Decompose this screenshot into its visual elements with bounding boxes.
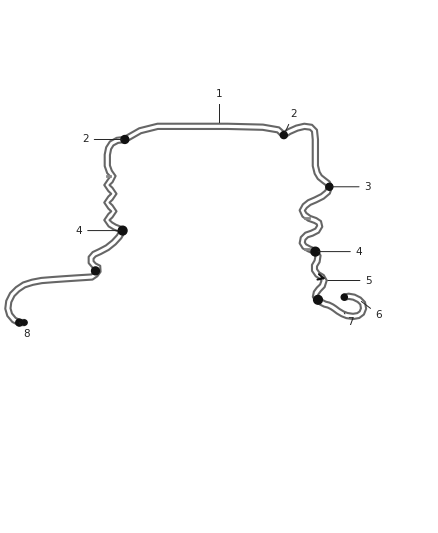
Circle shape: [326, 183, 333, 190]
Text: 8: 8: [19, 322, 30, 340]
Circle shape: [16, 319, 23, 326]
Circle shape: [314, 295, 322, 304]
Text: 2: 2: [285, 109, 297, 133]
Circle shape: [121, 135, 129, 143]
Circle shape: [311, 247, 320, 256]
Text: 3: 3: [332, 182, 371, 192]
Text: 4: 4: [75, 225, 120, 236]
Text: 7: 7: [344, 313, 354, 327]
Circle shape: [341, 294, 347, 300]
Circle shape: [280, 132, 287, 139]
Text: 2: 2: [82, 134, 122, 144]
Circle shape: [22, 320, 27, 325]
Circle shape: [118, 226, 127, 235]
Text: 4: 4: [318, 247, 363, 256]
Text: 6: 6: [361, 302, 382, 320]
Text: 5: 5: [328, 276, 372, 286]
Text: 1: 1: [215, 89, 223, 99]
Circle shape: [92, 267, 99, 275]
